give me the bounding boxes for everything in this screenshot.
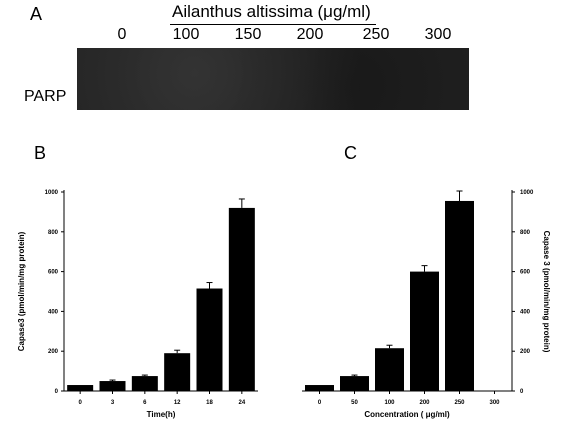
bar (131, 376, 158, 391)
x-tick-label: 3 (111, 400, 115, 406)
blot-title-underline (170, 24, 376, 25)
bar (340, 376, 369, 391)
y-tick-label: 0 (520, 389, 524, 395)
x-tick-label: 50 (351, 400, 358, 406)
parp-label: PARP (24, 88, 67, 105)
y-tick-label: 400 (520, 309, 531, 315)
x-tick-label: 100 (384, 400, 395, 406)
x-tick-label: 12 (174, 400, 181, 406)
bar (445, 200, 474, 391)
bar (99, 381, 126, 391)
x-axis-label: Time(h) (147, 410, 176, 419)
x-tick-label: 24 (238, 400, 245, 406)
conc-label: 0 (117, 26, 127, 43)
y-axis-label: Capase 3 (pmol/min/mg protein) (542, 231, 551, 353)
bar (67, 385, 94, 391)
x-tick-label: 250 (454, 400, 465, 406)
y-axis-label: Capase3 (pmol/min/mg protein) (17, 231, 26, 351)
conc-label: 300 (424, 26, 452, 43)
x-tick-label: 200 (419, 400, 430, 406)
conc-label: 200 (296, 26, 324, 43)
y-tick-label: 600 (520, 270, 531, 276)
panel-b-letter: B (34, 143, 47, 163)
y-tick-label: 0 (55, 389, 59, 395)
bar (410, 271, 439, 391)
y-tick-label: 1000 (45, 190, 59, 196)
conc-label: 150 (234, 26, 262, 43)
conc-label: 250 (362, 26, 390, 43)
y-tick-label: 200 (48, 349, 59, 355)
y-tick-label: 400 (48, 309, 59, 315)
y-tick-label: 1000 (520, 190, 534, 196)
bar (228, 207, 255, 391)
conc-label: 100 (172, 26, 200, 43)
blot-title: Ailanthus altissima (μg/ml) (172, 2, 371, 21)
y-tick-label: 600 (48, 270, 59, 276)
y-tick-label: 800 (520, 230, 531, 236)
western-blot-band (77, 48, 469, 110)
panel-a-letter: A (30, 4, 43, 24)
y-tick-label: 200 (520, 349, 531, 355)
x-tick-label: 0 (78, 400, 82, 406)
bar (196, 288, 223, 391)
x-tick-label: 300 (489, 400, 500, 406)
y-tick-label: 800 (48, 230, 59, 236)
x-axis-label: Concentration ( μg/ml) (364, 410, 450, 419)
x-tick-label: 18 (206, 400, 213, 406)
bar (164, 353, 191, 391)
panel-c-letter: C (344, 143, 357, 163)
bar (375, 348, 404, 391)
x-tick-label: 6 (143, 400, 147, 406)
bar (305, 385, 334, 391)
x-tick-label: 0 (318, 400, 322, 406)
